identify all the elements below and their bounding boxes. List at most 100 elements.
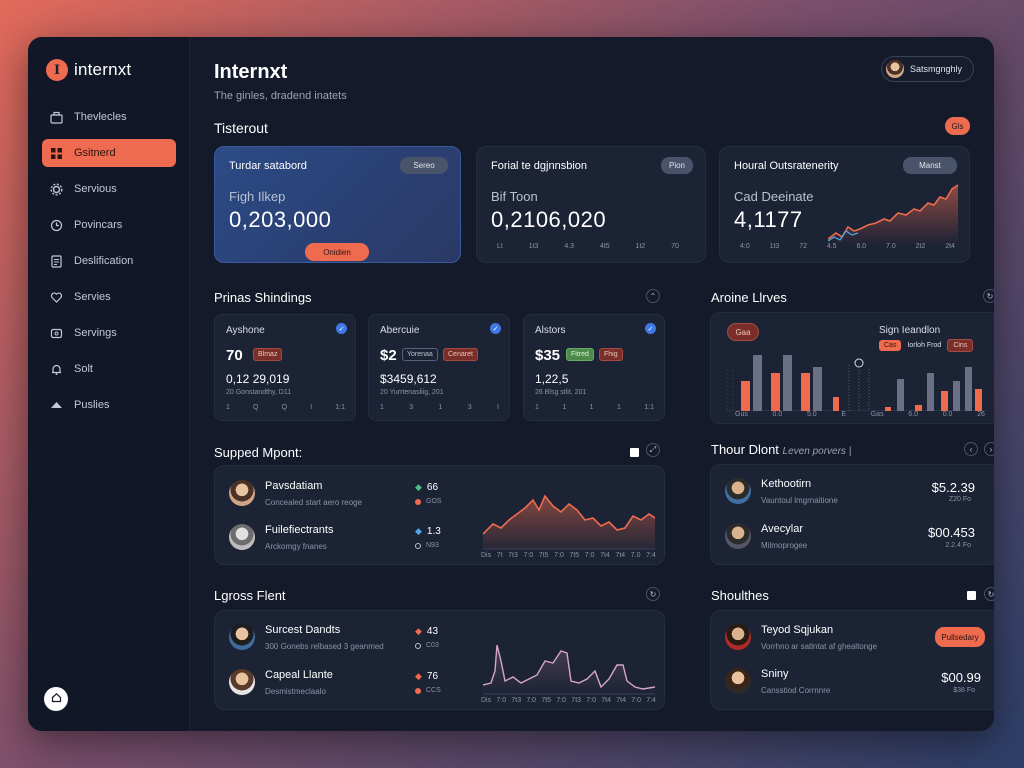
arrow-icon: ◆ [415, 526, 422, 536]
chart-axis: Dis 7:0 7t3 7:0 7t5 7:0 7t3 7:0 7t4 7t4 … [481, 697, 656, 704]
axis-tick: 2t2 [915, 243, 926, 250]
standing-value: $35 [535, 347, 561, 364]
expand-icon[interactable]: ⤢ [646, 443, 660, 457]
lgross-card: Surcest Dandts 300 Gonebs relbased 3 gea… [214, 610, 665, 710]
sidebar-item-gsitnerd[interactable]: Gsitnerd [42, 139, 176, 167]
card-axis: Lt 1t3 4.3 4t5 1t2 70 [497, 243, 679, 250]
sidebar-item-thevlecles[interactable]: Thevlecles [42, 103, 176, 131]
sidebar-item-deslification[interactable]: Deslification [42, 247, 176, 275]
standing-axis: 1 Q Q I 1:1 [226, 404, 345, 411]
person-stat: ◆ 76 [415, 671, 438, 682]
card-chip[interactable]: Manst [903, 157, 957, 174]
list-item[interactable]: Capeal Llante Desmistmeclaalo [229, 669, 333, 696]
list-item[interactable]: Sniny Cansstiod Corrnnre [725, 668, 830, 695]
sidebar-item-label: Servings [74, 327, 117, 339]
checkbox[interactable] [967, 591, 976, 600]
list-item[interactable]: Kethootirn Vauntoul lmgrnaitione [725, 478, 838, 505]
person-desc: Concealed start aero reoge [265, 498, 362, 507]
status-dot [415, 498, 421, 505]
sidebar-item-povincars[interactable]: Povincars [42, 211, 176, 239]
home-icon [51, 690, 62, 708]
home-button[interactable] [44, 687, 68, 711]
card-chip[interactable]: Pion [661, 157, 693, 174]
briefcase-icon [48, 109, 64, 125]
legend-item[interactable]: Cas [879, 340, 902, 351]
axis-tick: 4.5 [826, 243, 837, 250]
standing-card-1[interactable]: Ayshone ✓ 70 Blmaz 0,12 29,019 20 Gonsta… [214, 314, 356, 421]
axis-tick: 7:0 [523, 552, 534, 559]
axis-tick: 7:0 [584, 552, 595, 559]
summary-card-1[interactable]: Turdar satabord Sereo Figh Ilkep 0,203,0… [214, 146, 461, 263]
bar [975, 389, 982, 411]
person-desc: Vauntoul lmgrnaitione [761, 496, 838, 505]
cloud-icon [48, 397, 64, 413]
app-window: I internxt Thevlecles Gsitnerd Servious … [28, 37, 994, 731]
card-chip[interactable]: Sereo [400, 157, 448, 174]
shoulthes-card: Teyod Sqjukan Vorrhno ar satlntat af ghe… [710, 610, 994, 710]
list-item[interactable]: Teyod Sqjukan Vorrhno ar satlntat af ghe… [725, 624, 877, 651]
list-item[interactable]: Pavsdatiam Concealed start aero reoge [229, 480, 362, 507]
axis-tick: Dis [481, 697, 492, 704]
checkbox[interactable] [630, 448, 639, 457]
list-item[interactable]: Fuilefiectrants Arckomgy fnanes [229, 524, 333, 551]
stat-sub-value: GOS [426, 498, 442, 505]
active-lines-card: Gaa Sign Ieandlon Cas Iorloh Frod Cins [710, 312, 994, 424]
sidebar-item-label: Deslification [74, 255, 134, 267]
overview-badge[interactable]: Gls [945, 117, 970, 135]
expand-icon[interactable]: ⌃ [646, 289, 660, 303]
standing-label: Alstors [535, 325, 566, 336]
line-chart [483, 644, 655, 695]
thour-card: Kethootirn Vauntoul lmgrnaitione $5.2.39… [710, 464, 994, 565]
sidebar-item-solt[interactable]: Solt [42, 355, 176, 383]
summary-card-3[interactable]: Houral Outsratenerity Manst Cad Deeinate… [719, 146, 970, 263]
logo-text: internxt [74, 60, 132, 79]
axis-tick: 1t3 [769, 243, 780, 250]
summary-card-2[interactable]: Forial te dgjnnsbion Pion Bif Toon 0,210… [476, 146, 706, 263]
refresh-icon[interactable]: ↻ [983, 289, 994, 303]
sidebar-item-servings[interactable]: Servings [42, 319, 176, 347]
axis-tick: 1t3 [528, 243, 539, 250]
list-item[interactable]: Surcest Dandts 300 Gonebs relbased 3 gea… [229, 624, 384, 651]
legend-item[interactable]: Cins [947, 339, 974, 352]
axis-tick: Lt [497, 243, 503, 250]
standing-card-3[interactable]: Alstors ✓ $35 Fitred Fhig 1,22,5 26 Blsg… [523, 314, 665, 421]
standing-badge: Fhig [599, 348, 623, 361]
bar [833, 397, 839, 411]
legend-item[interactable]: Iorloh Frod [907, 342, 942, 349]
card-value: 0,203,000 [229, 207, 332, 232]
status-dot [415, 642, 421, 649]
axis-tick: 4.3 [564, 243, 575, 250]
person-stat-sub: CCS [415, 687, 441, 694]
user-menu[interactable]: Satsmgnghly [881, 56, 974, 82]
person-name: Kethootirn [761, 478, 812, 490]
chart-pill[interactable]: Gaa [727, 323, 759, 341]
logo[interactable]: I internxt [46, 59, 131, 81]
person-stat-sub: C03 [415, 642, 439, 649]
chevron-left-icon[interactable]: ‹ [964, 442, 978, 456]
standing-card-2[interactable]: Abercuie ✓ $2 Yorenaa Cenaret $3459,612 … [368, 314, 510, 421]
refresh-icon[interactable]: ↻ [646, 587, 660, 601]
axis-tick: 1:1 [644, 404, 654, 411]
amount-value: $00.99 [941, 670, 981, 685]
chevron-right-icon[interactable]: › [984, 442, 994, 456]
card-label: Turdar satabord [229, 160, 307, 172]
person-desc: Desmistmeclaalo [265, 687, 326, 696]
sidebar-item-servious[interactable]: Servious [42, 175, 176, 203]
axis-tick: 1 [535, 404, 539, 411]
action-button[interactable]: Pullsedary [935, 627, 985, 647]
chart-axis: Dis 7t 7t3 7:0 7t5 7:0 7t5 7:0 7t4 7t4 7… [481, 552, 656, 559]
bar [941, 391, 948, 411]
bar-chart [726, 355, 987, 411]
bar [813, 367, 822, 411]
avatar [229, 669, 255, 695]
box-icon [48, 325, 64, 341]
card-action-button[interactable]: Onidien [305, 243, 369, 261]
chart-legend: Cas Iorloh Frod Cins [879, 339, 974, 352]
refresh-icon[interactable]: ↻ [984, 587, 994, 601]
sidebar-item-puslies[interactable]: Puslies [42, 391, 176, 419]
list-item[interactable]: Avecylar Milmoprogee [725, 523, 807, 550]
supported-card: Pavsdatiam Concealed start aero reoge ◆ 6… [214, 465, 665, 565]
stat-sub-value: C03 [426, 642, 439, 649]
bell-icon [48, 361, 64, 377]
sidebar-item-servies[interactable]: Servies [42, 283, 176, 311]
